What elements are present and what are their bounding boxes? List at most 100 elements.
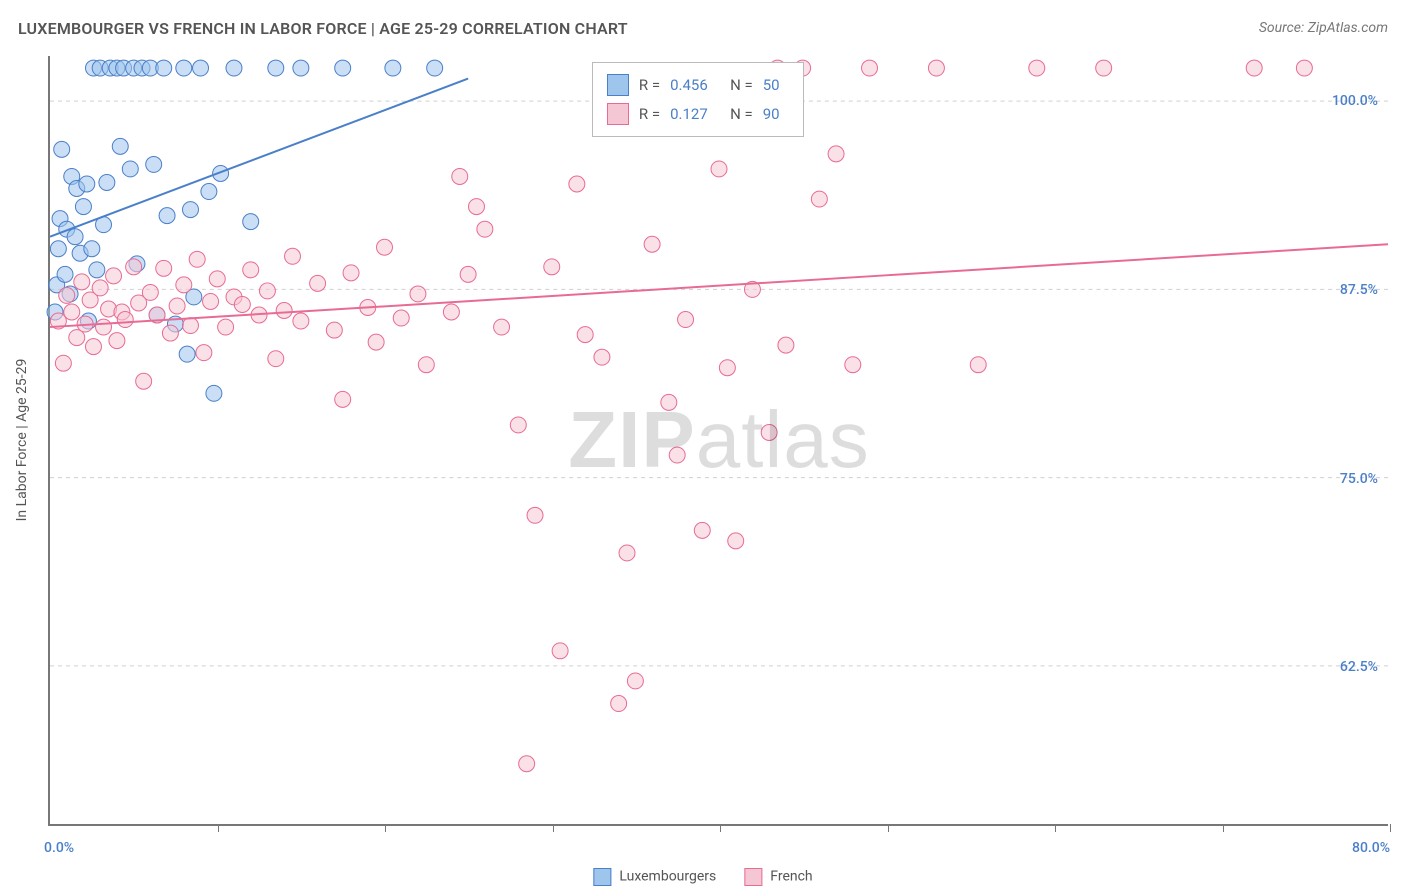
- legend-label: Luxembourgers: [619, 869, 716, 885]
- data-point: [189, 251, 205, 267]
- data-point: [1096, 60, 1112, 76]
- data-point: [594, 349, 610, 365]
- series-legend: LuxembourgersFrench: [593, 868, 812, 886]
- legend-swatch: [593, 868, 611, 886]
- x-tick: [720, 824, 721, 832]
- data-point: [243, 214, 259, 230]
- data-point: [146, 156, 162, 172]
- legend-swatch: [744, 868, 762, 886]
- data-point: [201, 184, 217, 200]
- data-point: [285, 248, 301, 264]
- data-point: [276, 303, 292, 319]
- data-point: [156, 260, 172, 276]
- y-tick-label: 100.0%: [1332, 93, 1378, 109]
- data-point: [156, 60, 172, 76]
- data-point: [54, 141, 70, 157]
- y-axis-label: In Labor Force | Age 25-29: [14, 359, 30, 522]
- data-point: [460, 266, 476, 282]
- data-point: [410, 286, 426, 302]
- data-point: [122, 161, 138, 177]
- chart-title: LUXEMBOURGER VS FRENCH IN LABOR FORCE | …: [18, 19, 628, 38]
- data-point: [711, 161, 727, 177]
- data-point: [234, 296, 250, 312]
- data-point: [326, 322, 342, 338]
- x-tick: [1223, 824, 1224, 832]
- data-point: [162, 325, 178, 341]
- correlation-legend: R =0.456N =50R =0.127N =90: [592, 62, 804, 137]
- data-point: [176, 60, 192, 76]
- legend-row: R =0.456N =50: [607, 71, 789, 100]
- data-point: [99, 175, 115, 191]
- data-point: [106, 268, 122, 284]
- data-point: [494, 319, 510, 335]
- data-point: [112, 138, 128, 154]
- data-point: [569, 176, 585, 192]
- plot-area: ZIPatlas R =0.456N =50R =0.127N =90 62.5…: [48, 56, 1388, 826]
- data-point: [169, 298, 185, 314]
- source-label: Source: ZipAtlas.com: [1259, 20, 1388, 36]
- data-point: [970, 357, 986, 373]
- data-point: [75, 199, 91, 215]
- data-point: [142, 284, 158, 300]
- data-point: [377, 239, 393, 255]
- data-point: [293, 60, 309, 76]
- data-point: [552, 643, 568, 659]
- x-tick: [1390, 824, 1391, 832]
- x-tick: [553, 824, 554, 832]
- x-axis-max-label: 80.0%: [1352, 840, 1390, 856]
- data-point: [544, 259, 560, 275]
- data-point: [728, 533, 744, 549]
- data-point: [159, 208, 175, 224]
- data-point: [845, 357, 861, 373]
- data-point: [209, 271, 225, 287]
- data-point: [678, 312, 694, 328]
- legend-swatch: [607, 74, 629, 96]
- data-point: [577, 327, 593, 343]
- legend-r-label: R =: [639, 100, 660, 129]
- title-bar: LUXEMBOURGER VS FRENCH IN LABOR FORCE | …: [0, 0, 1406, 44]
- data-point: [335, 60, 351, 76]
- data-point: [443, 304, 459, 320]
- y-tick-label: 87.5%: [1340, 282, 1378, 298]
- data-point: [368, 334, 384, 350]
- legend-row: R =0.127N =90: [607, 100, 789, 129]
- data-point: [427, 60, 443, 76]
- x-tick: [1055, 824, 1056, 832]
- data-point: [126, 259, 142, 275]
- data-point: [268, 60, 284, 76]
- data-point: [527, 507, 543, 523]
- data-point: [203, 293, 219, 309]
- legend-n-label: N =: [730, 100, 753, 129]
- data-point: [218, 319, 234, 335]
- data-point: [510, 417, 526, 433]
- x-tick: [218, 824, 219, 832]
- data-point: [196, 345, 212, 361]
- data-point: [92, 280, 108, 296]
- data-point: [928, 60, 944, 76]
- data-point: [828, 146, 844, 162]
- data-point: [59, 287, 75, 303]
- data-point: [109, 333, 125, 349]
- data-point: [519, 756, 535, 772]
- data-point: [57, 266, 73, 282]
- data-point: [176, 277, 192, 293]
- data-point: [385, 60, 401, 76]
- data-point: [259, 283, 275, 299]
- data-point: [811, 191, 827, 207]
- data-point: [477, 221, 493, 237]
- legend-n-value: 50: [763, 71, 789, 100]
- y-tick-label: 75.0%: [1340, 471, 1378, 487]
- data-point: [64, 304, 80, 320]
- x-axis-min-label: 0.0%: [44, 840, 74, 856]
- data-point: [393, 310, 409, 326]
- data-point: [67, 229, 83, 245]
- data-point: [611, 696, 627, 712]
- data-point: [1296, 60, 1312, 76]
- legend-swatch: [607, 103, 629, 125]
- data-point: [669, 447, 685, 463]
- plot-svg: [50, 56, 1388, 824]
- data-point: [1029, 60, 1045, 76]
- legend-r-value: 0.127: [670, 100, 720, 129]
- chart-container: LUXEMBOURGER VS FRENCH IN LABOR FORCE | …: [0, 0, 1406, 892]
- data-point: [661, 394, 677, 410]
